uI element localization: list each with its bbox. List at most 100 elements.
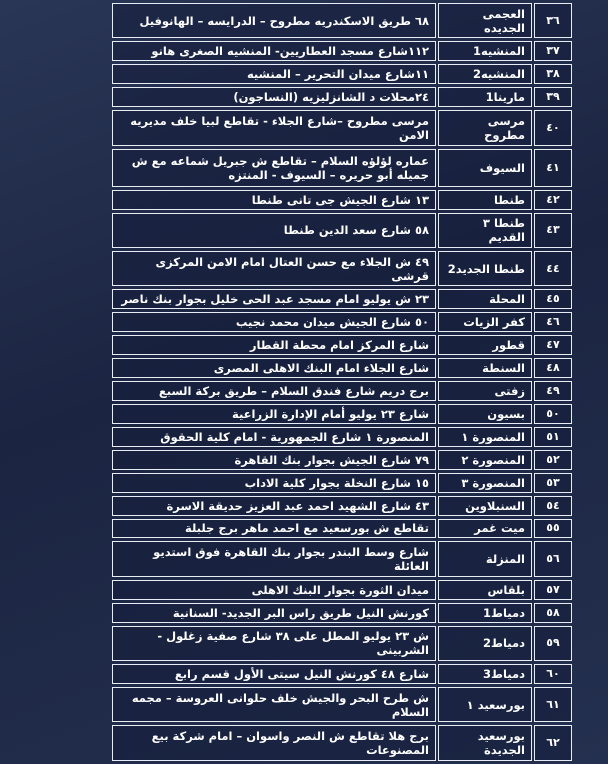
cell-gap	[436, 149, 438, 187]
cell-gap	[532, 41, 534, 61]
branch-name: المنشيه2	[438, 64, 532, 85]
branch-number: ٥٤	[534, 495, 572, 516]
branch-number: ٤٠	[534, 110, 572, 146]
cell-gap	[532, 427, 534, 447]
branch-address: ١١٢شارع مسجد العطاريين- المنشيه الصغرى ه…	[112, 41, 436, 62]
cell-gap	[436, 190, 438, 210]
table-row: ٥٢ المنصورة ٢ ٧٩ شارع الجيش بجوار بنك القا…	[112, 449, 572, 470]
branch-number: ٤٧	[534, 335, 572, 356]
branch-name: المحلة	[438, 289, 532, 310]
cell-gap	[532, 289, 534, 309]
branch-address: ٢٤محلات د الشانزليزيه (النساجون)	[112, 87, 436, 108]
cell-gap	[436, 335, 438, 355]
cell-gap	[532, 450, 534, 470]
table-row: ٣٨ المنشيه2 ١١شارع ميدان التحرير – المنشيه	[112, 64, 572, 85]
table-row: ٥٧ بلقاس ميدان الثورة بجوار البنك الاهلى	[112, 579, 572, 600]
branch-address: ١٥ شارع النخلة بجوار كلية الاداب	[112, 472, 436, 493]
branch-address: ميدان الثورة بجوار البنك الاهلى	[112, 579, 436, 600]
cell-gap	[532, 519, 534, 539]
cell-gap	[532, 580, 534, 600]
branch-name: طنطا ٣ القديم	[438, 212, 532, 248]
branch-address: تقاطع ش بورسعيد مع احمد ماهر برج جلبلة	[112, 518, 436, 539]
branch-address: شارع المركز امام محطة القطار	[112, 335, 436, 356]
branch-name: كفر الزيات	[438, 312, 532, 333]
branch-address: شارع وسط البندر بجوار بنك القاهرة فوق اس…	[112, 541, 436, 577]
table-row: ٤٩ زفتى برج دريم شارع فندق السلام – طريق ب…	[112, 381, 572, 401]
table-row: ٥٩ دمياط2 ش ٢٣ يوليو المطل على ٣٨ شارع صفي…	[112, 625, 572, 662]
table-row: ٥٤ السنبلاوين ٤٣ شارع الشهيد احمد عبد العز…	[112, 495, 572, 516]
branch-number: ٦١	[534, 687, 572, 723]
branch-address: ١١شارع ميدان التحرير – المنشيه	[112, 64, 436, 85]
cell-gap	[532, 404, 534, 424]
cell-gap	[532, 626, 534, 661]
cell-gap	[532, 687, 534, 722]
branch-number: ٥٦	[534, 541, 572, 577]
branch-address: ٦٨ طريق الاسكندريه مطروح – الدرايسه – ال…	[112, 3, 436, 39]
branch-name: العجمى الجديده	[438, 3, 532, 39]
cell-gap	[436, 496, 438, 516]
cell-gap	[532, 541, 534, 576]
cell-gap	[532, 603, 534, 623]
branch-number: ٥٨	[534, 602, 572, 623]
branch-address: ش طرح البحر والجيش خلف حلوانى العروسة – …	[112, 687, 436, 723]
branch-address: برج هلا تقاطع ش النصر واسوان – امام شركة…	[112, 725, 436, 761]
branch-number: ٤١	[534, 148, 572, 187]
branch-number: ٤٩	[534, 381, 572, 401]
branch-number: ٥٥	[534, 518, 572, 539]
cell-gap	[436, 580, 438, 600]
branch-number: ٦٠	[534, 664, 572, 685]
branch-address: ١٣ شارع الجيش جى تانى طنطا	[112, 189, 436, 210]
branch-name: طنطا الجديد2	[438, 250, 532, 287]
table-row: ٣٧ المنشيه1 ١١٢شارع مسجد العطاريين- المنشي…	[112, 41, 572, 62]
branch-address: ٤٩ ش الجلاء مع حسن العتال امام الامن الم…	[112, 250, 436, 287]
table-row: ٤٣ طنطا ٣ القديم ٥٨ شارع سعد الدين طنطا	[112, 212, 572, 248]
branch-address: ٥٠ شارع الجيش ميدان محمد نجيب	[112, 312, 436, 333]
branch-address: ٢٣ ش يوليو امام مسجد عبد الحى خليل بجوار…	[112, 289, 436, 310]
branch-address: المنصورة ١ شارع الجمهورية - امام كلية ال…	[112, 426, 436, 447]
branch-name: المنصورة ٢	[438, 449, 532, 470]
branch-name: مرسى مطروح	[438, 110, 532, 146]
branch-number: ٣٩	[534, 87, 572, 108]
table-body: ٣٦ العجمى الجديده ٦٨ طريق الاسكندريه مطروح…	[112, 3, 572, 761]
table-row: ٤٤ طنطا الجديد2 ٤٩ ش الجلاء مع حسن العتال …	[112, 250, 572, 287]
branch-name: طنطا	[438, 189, 532, 210]
branch-number: ٥٢	[534, 449, 572, 470]
branch-number: ٣٧	[534, 41, 572, 62]
cell-gap	[532, 381, 534, 401]
cell-gap	[532, 312, 534, 332]
branch-address: برج دريم شارع فندق السلام – طريق بركة ال…	[112, 381, 436, 401]
cell-gap	[436, 213, 438, 248]
branch-address: شارع الجلاء امام البنك الاهلى المصرى	[112, 358, 436, 378]
branch-number: ٦٢	[534, 725, 572, 761]
table-row: ٥٦ المنزلة شارع وسط البندر بجوار بنك القاه…	[112, 541, 572, 577]
branch-table-wrap: ٣٦ العجمى الجديده ٦٨ طريق الاسكندريه مطروح…	[112, 0, 572, 764]
cell-gap	[436, 41, 438, 61]
branch-number: ٤٥	[534, 289, 572, 310]
branch-number: ٥١	[534, 426, 572, 447]
cell-gap	[532, 358, 534, 378]
cell-gap	[532, 110, 534, 145]
cell-gap	[436, 473, 438, 493]
table-row: ٣٩ مارينا1 ٢٤محلات د الشانزليزيه (النساجون…	[112, 87, 572, 108]
branch-address: ٤٣ شارع الشهيد احمد عبد العزيز حديقة الا…	[112, 495, 436, 516]
branch-name: بورسعيد ١	[438, 687, 532, 723]
cell-gap	[436, 64, 438, 84]
branch-address: ٥٨ شارع سعد الدين طنطا	[112, 212, 436, 248]
branch-number: ٥٩	[534, 625, 572, 662]
cell-gap	[532, 335, 534, 355]
branch-name: دمياط3	[438, 664, 532, 685]
cell-gap	[436, 381, 438, 401]
cell-gap	[532, 664, 534, 684]
table-row: ٥١ المنصورة ١ المنصورة ١ شارع الجمهورية - …	[112, 426, 572, 447]
cell-gap	[532, 213, 534, 248]
cell-gap	[436, 603, 438, 623]
cell-gap	[436, 312, 438, 332]
cell-gap	[436, 358, 438, 378]
cell-gap	[436, 626, 438, 661]
table-row: ٥٥ ميت غمر تقاطع ش بورسعيد مع احمد ماهر بر…	[112, 518, 572, 539]
table-row: ٤٦ كفر الزيات ٥٠ شارع الجيش ميدان محمد نجي…	[112, 312, 572, 333]
cell-gap	[532, 251, 534, 286]
cell-gap	[436, 687, 438, 722]
